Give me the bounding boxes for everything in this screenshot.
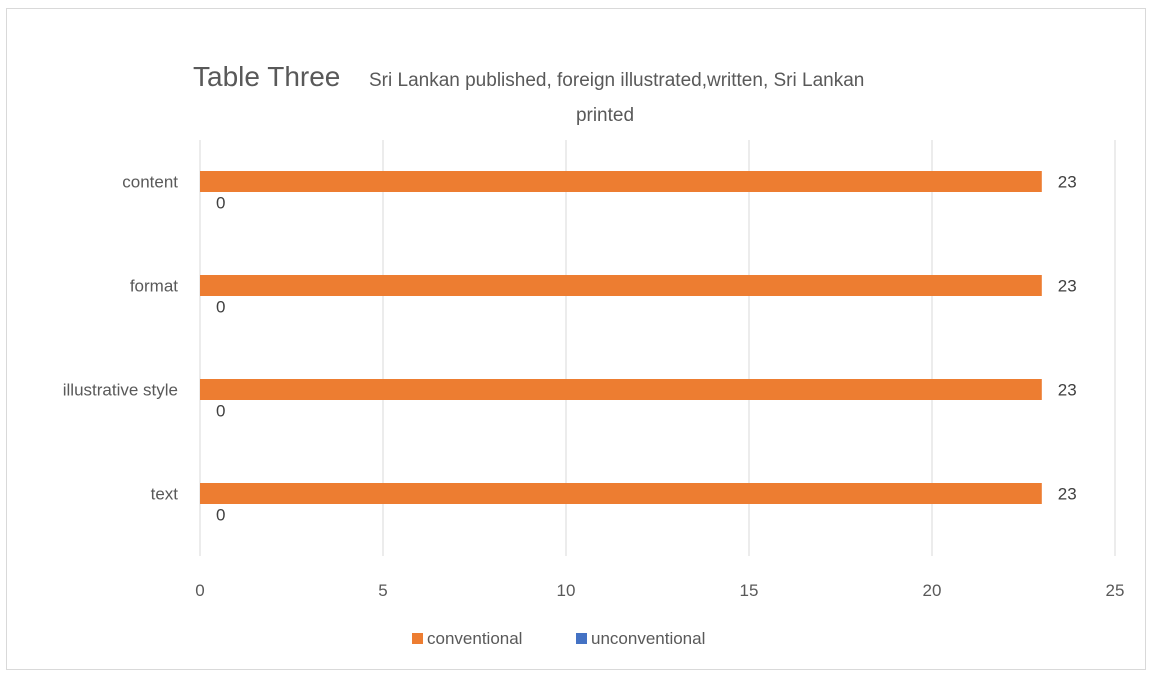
- data-label: 0: [216, 402, 225, 421]
- bar-conventional: [200, 483, 1042, 504]
- category-label: content: [122, 173, 178, 192]
- category-label: text: [151, 485, 179, 504]
- x-axis-ticks: 0 5 10 15 20 25: [195, 581, 1124, 600]
- legend-swatch: [576, 633, 587, 644]
- legend-label: unconventional: [591, 629, 705, 648]
- x-tick-label: 5: [378, 581, 387, 600]
- x-tick-label: 20: [923, 581, 942, 600]
- legend-label: conventional: [427, 629, 522, 648]
- x-tick-label: 15: [740, 581, 759, 600]
- x-tick-label: 25: [1106, 581, 1125, 600]
- bar-conventional: [200, 275, 1042, 296]
- bar-conventional: [200, 379, 1042, 400]
- legend-swatch: [412, 633, 423, 644]
- data-label: 23: [1058, 173, 1077, 192]
- chart-subtitle-line2: printed: [576, 105, 634, 126]
- data-label: 23: [1058, 277, 1077, 296]
- data-label: 0: [216, 506, 225, 525]
- data-label: 0: [216, 298, 225, 317]
- data-label: 0: [216, 194, 225, 213]
- category-label: format: [130, 277, 178, 296]
- x-tick-label: 0: [195, 581, 204, 600]
- data-label: 23: [1058, 381, 1077, 400]
- chart-title: Table Three: [193, 61, 340, 92]
- bars: 23 0 23 0 23 0 23 0: [200, 171, 1077, 525]
- chart-area: [6, 8, 1146, 670]
- chart-subtitle-line1: Sri Lankan published, foreign illustrate…: [369, 70, 864, 91]
- bar-conventional: [200, 171, 1042, 192]
- y-axis-categories: content format illustrative style text: [63, 173, 179, 504]
- category-label: illustrative style: [63, 381, 178, 400]
- data-label: 23: [1058, 485, 1077, 504]
- legend: conventional unconventional: [412, 629, 705, 648]
- x-tick-label: 10: [557, 581, 576, 600]
